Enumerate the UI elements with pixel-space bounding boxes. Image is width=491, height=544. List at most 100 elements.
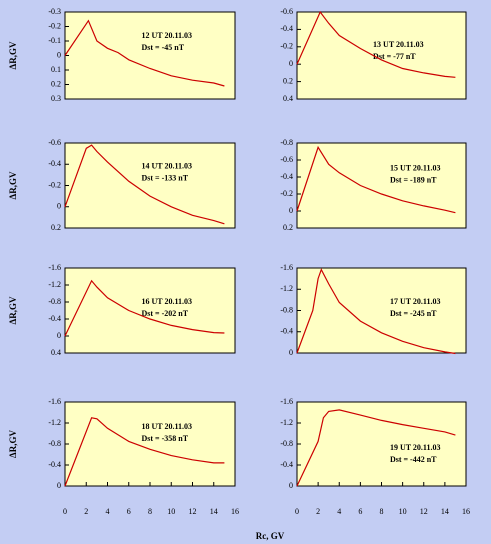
y-tick-label: 0.1	[51, 65, 61, 74]
y-tick-label: -0.4	[48, 460, 61, 469]
plot-area	[64, 142, 236, 229]
annotation: 19 UT 20.11.03	[390, 443, 441, 452]
y-tick-label: 0.3	[51, 94, 61, 103]
annotation: Dst = -77 nT	[373, 52, 416, 61]
plot-area	[64, 11, 236, 100]
data-line	[296, 10, 456, 78]
y-axis-title: ΔR,GV	[8, 171, 18, 199]
y-tick-label: -1.6	[48, 263, 61, 272]
x-tick-label: 10	[167, 507, 175, 516]
x-tick-label: 12	[420, 507, 428, 516]
x-tick-label: 16	[462, 507, 470, 516]
data-line	[296, 268, 456, 355]
annotation: Dst = -442 nT	[390, 455, 437, 464]
x-tick-label: 14	[441, 507, 449, 516]
y-tick-label: -1.2	[280, 418, 293, 427]
annotation: 15 UT 20.11.03	[390, 163, 441, 172]
y-tick-label: -0.8	[48, 297, 61, 306]
y-tick-label: -1.6	[48, 397, 61, 406]
y-tick-label: 0.4	[51, 348, 61, 357]
y-tick-label: -0.6	[280, 7, 293, 16]
x-tick-label: 6	[358, 507, 362, 516]
y-tick-label: -1.2	[48, 418, 61, 427]
x-axis-title: Rc, GV	[256, 531, 285, 541]
y-tick-label: -0.2	[280, 42, 293, 51]
x-tick-label: 6	[127, 507, 131, 516]
annotation: 18 UT 20.11.03	[142, 422, 193, 431]
data-line	[64, 19, 225, 87]
y-tick-label: 0	[289, 206, 293, 215]
y-tick-label: -0.2	[48, 21, 61, 30]
y-tick-label: -0.8	[280, 305, 293, 314]
x-tick-label: 16	[231, 507, 239, 516]
y-tick-label: 0.2	[51, 223, 61, 232]
x-tick-label: 0	[63, 507, 67, 516]
y-tick-label: 0.2	[283, 223, 293, 232]
y-tick-label: -1.2	[280, 284, 293, 293]
annotation: Dst = -189 nT	[390, 175, 437, 184]
y-tick-label: -0.6	[280, 155, 293, 164]
y-tick-label: -0.8	[280, 439, 293, 448]
y-tick-label: -0.2	[48, 180, 61, 189]
plot-area	[296, 142, 467, 229]
x-tick-label: 8	[148, 507, 152, 516]
y-tick-label: 0.2	[283, 76, 293, 85]
y-tick-label: 0	[57, 481, 61, 490]
data-line	[64, 279, 225, 337]
plot-area	[296, 11, 467, 100]
annotation: 13 UT 20.11.03	[373, 40, 424, 49]
plot-area	[296, 267, 467, 354]
y-tick-label: -0.1	[48, 36, 61, 45]
y-tick-label: -0.4	[280, 172, 293, 181]
x-tick-label: 4	[337, 507, 341, 516]
data-line	[64, 417, 225, 487]
annotation: Dst = -202 nT	[142, 309, 189, 318]
y-tick-label: 0	[289, 481, 293, 490]
x-tick-label: 2	[316, 507, 320, 516]
y-tick-label: -0.2	[280, 189, 293, 198]
annotation: Dst = -358 nT	[142, 434, 189, 443]
y-tick-label: -1.2	[48, 280, 61, 289]
annotation: Dst = -133 nT	[142, 174, 189, 183]
plot-area	[64, 401, 236, 487]
y-tick-label: -0.3	[48, 7, 61, 16]
y-tick-label: -0.4	[48, 314, 61, 323]
data-line	[296, 145, 456, 214]
x-tick-label: 14	[210, 507, 218, 516]
x-tick-label: 10	[399, 507, 407, 516]
y-tick-label: 0	[57, 202, 61, 211]
annotation: 16 UT 20.11.03	[142, 297, 193, 306]
data-line	[64, 144, 225, 225]
y-tick-label: -1.6	[280, 263, 293, 272]
y-axis-title: ΔR,GV	[8, 41, 18, 69]
annotation: 17 UT 20.11.03	[390, 297, 441, 306]
y-tick-label: -0.4	[280, 327, 293, 336]
y-tick-label: -1.6	[280, 397, 293, 406]
y-tick-label: 0	[57, 50, 61, 59]
data-line	[296, 409, 456, 487]
y-tick-label: 0	[289, 348, 293, 357]
y-tick-label: 0	[289, 59, 293, 68]
y-axis-title: ΔR,GV	[8, 296, 18, 324]
plot-area	[296, 401, 467, 487]
x-tick-label: 0	[295, 507, 299, 516]
y-tick-label: -0.4	[48, 159, 61, 168]
annotation: 14 UT 20.11.03	[142, 162, 193, 171]
y-tick-label: -0.8	[280, 138, 293, 147]
y-axis-title: ΔR,GV	[8, 430, 18, 458]
x-tick-label: 2	[84, 507, 88, 516]
x-tick-label: 12	[189, 507, 197, 516]
y-tick-label: -0.4	[280, 460, 293, 469]
x-tick-label: 8	[380, 507, 384, 516]
annotation: 12 UT 20.11.03	[142, 31, 193, 40]
y-tick-label: 0.4	[283, 94, 293, 103]
y-tick-label: -0.4	[280, 24, 293, 33]
annotation: Dst = -45 nT	[142, 43, 185, 52]
y-tick-label: 0.2	[51, 79, 61, 88]
y-tick-label: -0.6	[48, 138, 61, 147]
y-tick-label: 0	[57, 331, 61, 340]
annotation: Dst = -245 nT	[390, 309, 437, 318]
y-tick-label: -0.8	[48, 439, 61, 448]
x-tick-label: 4	[106, 507, 110, 516]
